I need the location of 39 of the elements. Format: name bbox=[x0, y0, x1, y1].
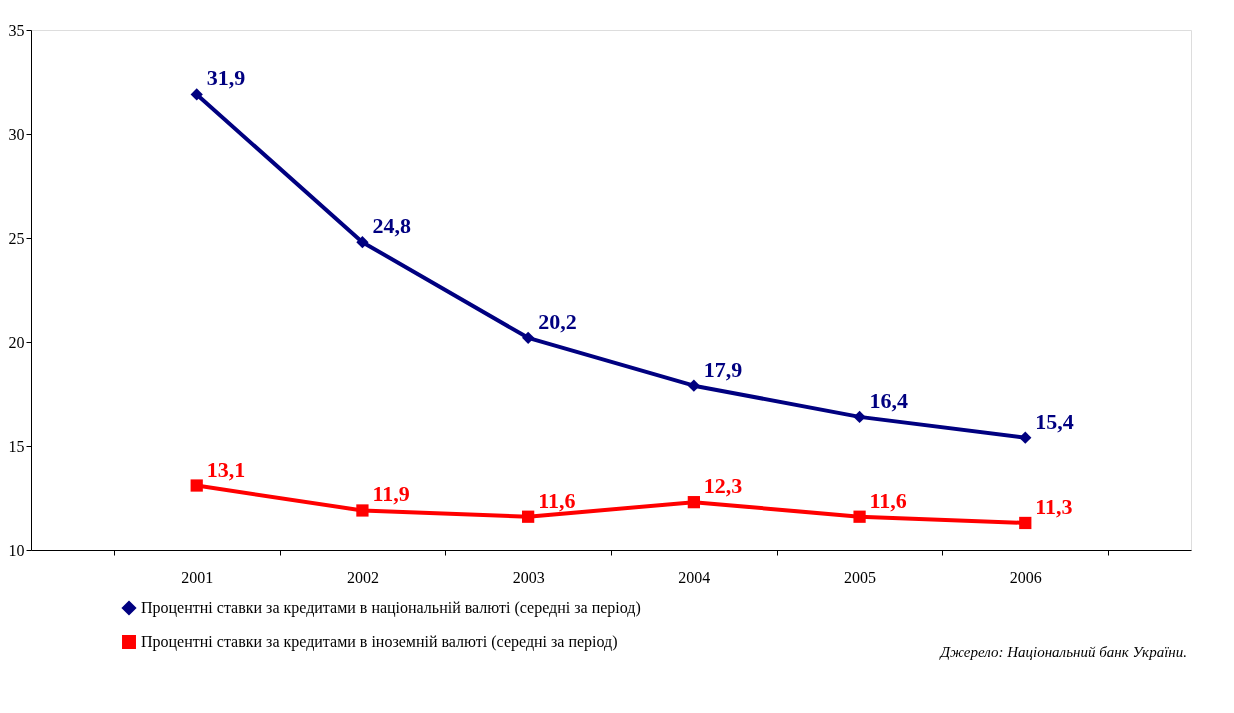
point bbox=[522, 510, 535, 523]
y-tick-label: 25 bbox=[8, 229, 25, 247]
point bbox=[687, 496, 700, 509]
y-tick-label: 35 bbox=[8, 21, 25, 39]
x-tick-label: 2002 bbox=[346, 568, 379, 586]
point bbox=[1019, 431, 1032, 444]
point bbox=[1019, 516, 1032, 530]
y-tick-label: 10 bbox=[8, 541, 25, 559]
text: 24,8 bbox=[372, 213, 411, 239]
legend-label: Процентні ставки за кредитами в національній валюті (середні за період) bbox=[141, 599, 641, 617]
point bbox=[853, 510, 866, 523]
x-tick-label: 2003 bbox=[512, 568, 545, 586]
text: 12,3 bbox=[703, 473, 743, 499]
y-tick-label: 20 bbox=[8, 333, 25, 351]
legend-label: Процентні ставки за кредитами в іноземній валюті (середні за період) bbox=[141, 633, 618, 651]
point bbox=[356, 504, 369, 517]
x-tick-label: 2001 bbox=[181, 568, 214, 586]
point bbox=[853, 410, 866, 423]
text: 11,3 bbox=[1035, 493, 1073, 519]
y-tick-label: 30 bbox=[8, 125, 25, 143]
y-tick-label: 15 bbox=[8, 437, 25, 455]
text: 15,4 bbox=[1035, 408, 1074, 434]
text: Джерело: Національний банк України. bbox=[938, 644, 1187, 660]
text: 31,9 bbox=[206, 65, 246, 91]
point bbox=[522, 331, 535, 344]
point bbox=[687, 379, 700, 392]
x-tick-label: 2004 bbox=[678, 568, 711, 586]
text: 11,6 bbox=[869, 487, 907, 513]
text: 16,4 bbox=[869, 387, 909, 413]
text: 11,9 bbox=[372, 481, 410, 507]
text: 20,2 bbox=[538, 308, 577, 334]
x-tick-label: 2006 bbox=[1009, 568, 1042, 586]
point bbox=[190, 88, 203, 101]
point bbox=[190, 479, 203, 492]
point bbox=[356, 236, 369, 249]
text: 17,9 bbox=[703, 356, 743, 382]
text: 11,6 bbox=[538, 487, 576, 513]
x-tick-label: 2005 bbox=[844, 568, 877, 586]
text: 13,1 bbox=[206, 456, 246, 482]
